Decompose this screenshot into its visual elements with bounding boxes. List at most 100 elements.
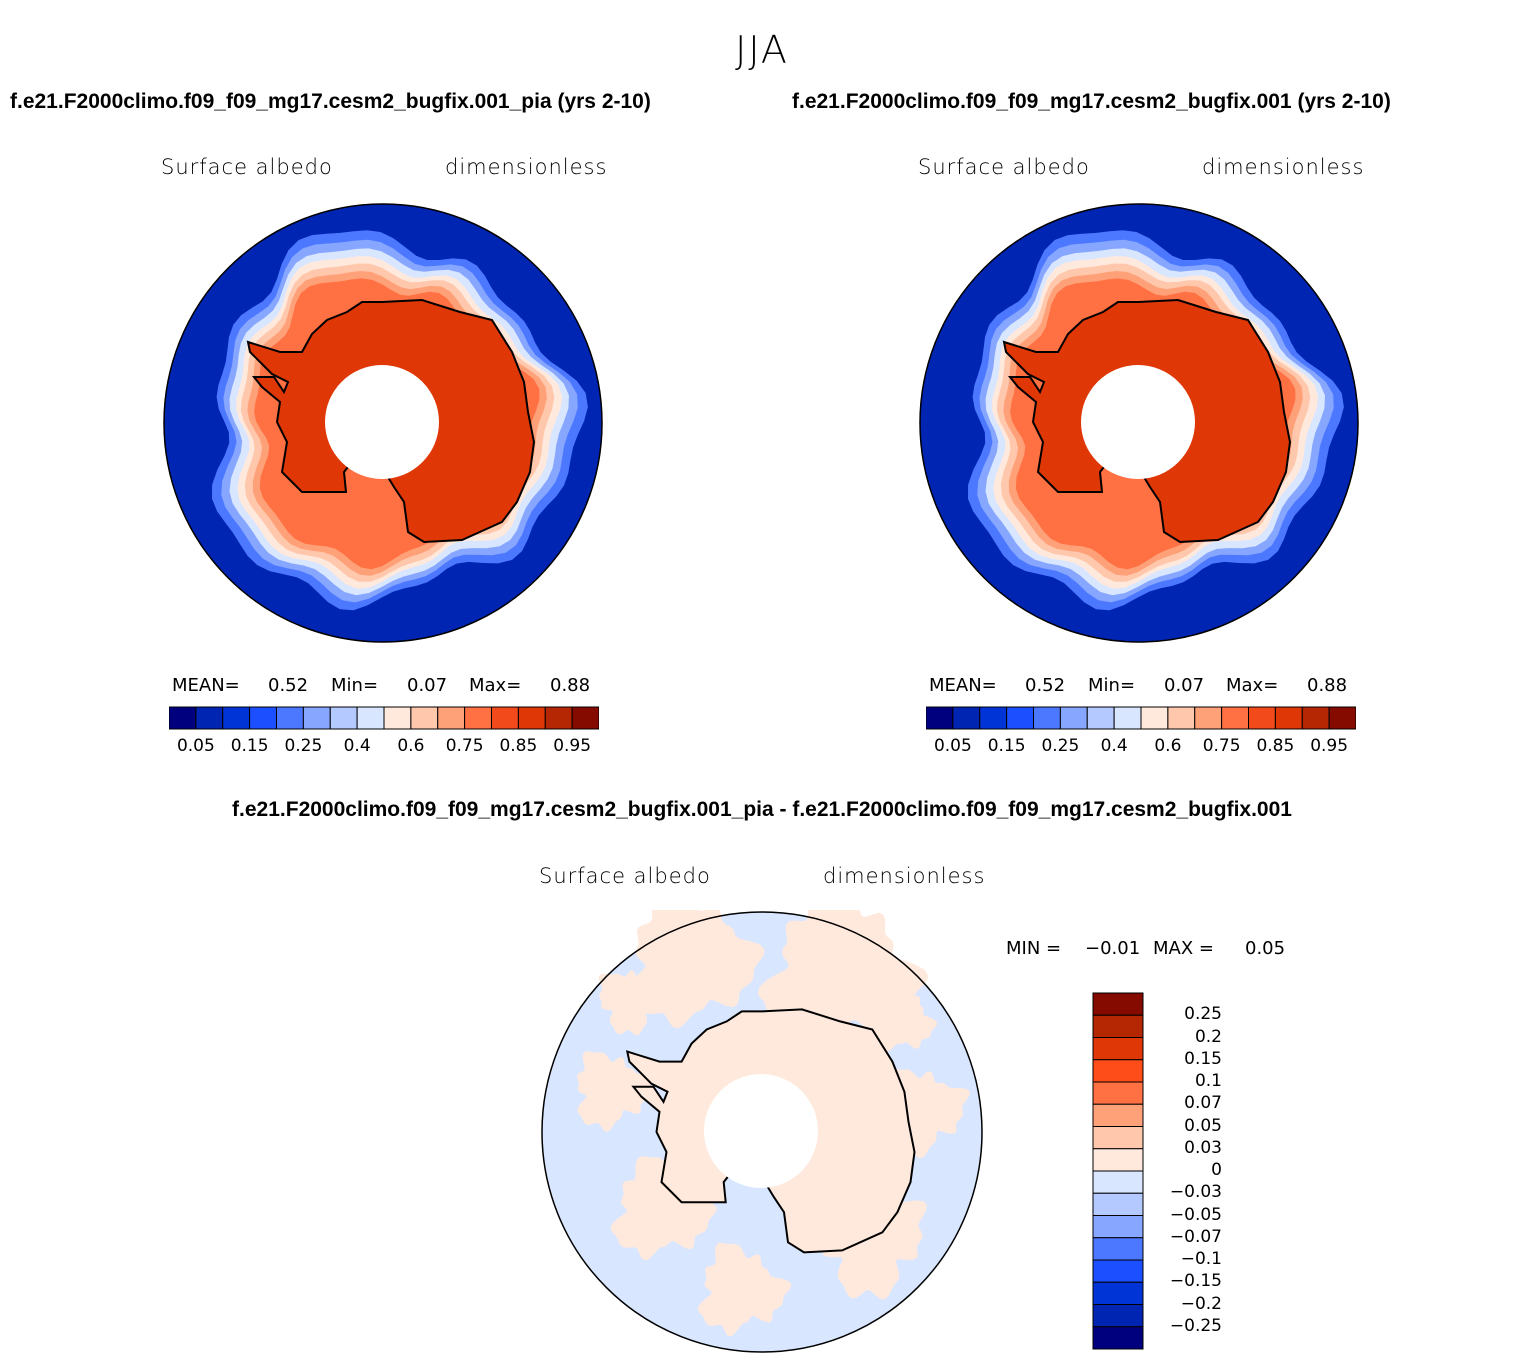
colorbar-tick-label: 0.15 [1184,1048,1222,1069]
colorbar-tick-label: 0.4 [343,736,371,756]
colorbar-segment [1092,1037,1144,1061]
colorbar-tick-label: 0.4 [1100,736,1128,756]
colorbar-difference [1092,992,1144,1350]
colorbar-tick-label: 0.25 [1184,1004,1222,1025]
colorbar-segment [302,706,331,730]
colorbar-segment [1092,992,1144,1016]
colorbar-segment [276,706,304,730]
pole-hole [1081,365,1195,479]
colorbar-segment [1092,1014,1144,1038]
colorbar-segment [1092,1170,1144,1194]
colorbar-segment [1092,1148,1144,1172]
colorbar-segment [1092,1192,1144,1216]
pole-hole [325,365,439,479]
colorbar-segment [222,706,251,730]
positive-difference-patch [864,983,937,1052]
colorbar-segment [1086,706,1115,730]
panel2-variable-label: Surface albedo [918,155,1090,179]
colorbar-segment [169,706,197,730]
colorbar-segment [329,706,358,730]
colorbar-tick-label: 0.25 [1041,736,1080,756]
colorbar-segment [544,706,573,730]
colorbar-segment [517,706,546,730]
panel2-min-label: Min= [1088,675,1136,696]
colorbar-difference-ticks: 0.25 0.2 0.15 0.1 0.07 0.05 0.03 0 −0.03 −0.05 −0.… [1148,992,1228,1350]
colorbar-segment [1059,706,1088,730]
colorbar-segment [464,706,492,730]
colorbar-tick-label: 0.15 [987,736,1026,756]
panel3-variable-label: Surface albedo [539,864,711,888]
colorbar-segment [571,706,599,730]
positive-difference-patch [598,970,664,1036]
map-control [919,203,1359,643]
panel2-mean-label: MEAN= [929,675,997,696]
map-pia [163,203,603,643]
colorbar-segment [926,706,954,730]
colorbar-pia-ticks: 0.05 0.15 0.25 0.4 0.6 0.75 0.85 0.95 [169,736,599,758]
panel3-min-value: −0.01 [1085,938,1141,959]
colorbar-tick-label: −0.2 [1180,1293,1222,1314]
panel2-mean-value: 0.52 [1025,675,1066,696]
colorbar-segment [1140,706,1169,730]
colorbar-tick-label: −0.07 [1169,1226,1222,1247]
colorbar-tick-label: 0.95 [553,736,592,756]
colorbar-tick-label: 0.1 [1194,1071,1222,1091]
case-title-control: f.e21.F2000climo.f09_f09_mg17.cesm2_bugf… [792,90,1391,113]
map-border [541,911,983,1353]
colorbar-tick-label: 0.85 [499,736,538,756]
colorbar-tick-label: −0.03 [1169,1182,1222,1203]
colorbar-tick-label: −0.05 [1169,1204,1222,1225]
colorbar-segment [1092,1304,1144,1328]
colorbar-tick-label: 0.03 [1184,1137,1222,1158]
colorbar-segment [1092,1103,1144,1127]
colorbar-segment [1248,706,1276,730]
colorbar-segment [1092,1126,1144,1150]
colorbar-segment [437,706,466,730]
colorbar-segment [1092,1215,1144,1239]
map-border [919,203,1359,643]
panel1-mean-label: MEAN= [172,675,240,696]
polar-map-difference [541,910,983,1353]
colorbar-segment [1113,706,1142,730]
colorbar-tick-label: 0.95 [1310,736,1349,756]
colorbar-segment [952,706,981,730]
map-border [163,203,603,643]
colorbar-tick-label: −0.1 [1180,1249,1222,1269]
colorbar-segment [1328,706,1356,730]
panel2-max-value: 0.88 [1307,675,1348,696]
coastline [625,1008,916,1254]
case-title-difference: f.e21.F2000climo.f09_f09_mg17.cesm2_bugf… [232,798,1292,821]
colorbar-tick-label: 0.05 [933,736,972,756]
coastline [1002,298,1292,544]
colorbar-segment [1006,706,1034,730]
positive-difference-patch [629,910,765,1029]
colorbar-tick-label: 0.85 [1256,736,1295,756]
colorbar-segment [356,706,385,730]
coastline [246,298,536,544]
colorbar-segment [1092,1281,1144,1305]
polar-map-control [919,203,1359,643]
colorbar-pia [169,706,599,730]
panel1-max-value: 0.88 [550,675,591,696]
colorbar-tick-label: −0.15 [1169,1271,1222,1292]
colorbar-segment [1167,706,1196,730]
colorbar-tick-label: 0.25 [284,736,323,756]
colorbar-tick-label: −0.25 [1169,1315,1222,1336]
colorbar-segment [383,706,412,730]
map-difference [541,910,983,1353]
colorbar-segment [1033,706,1061,730]
panel1-mean-value: 0.52 [268,675,309,696]
positive-difference-patch [577,1051,655,1132]
colorbar-segment [1092,1081,1144,1105]
positive-difference-patch [610,1156,717,1261]
colorbar-tick-label: 0.6 [1154,736,1182,756]
colorbar-segment [1274,706,1303,730]
colorbar-tick-label: 0.6 [397,736,425,756]
colorbar-tick-label: 0.2 [1194,1026,1222,1047]
colorbar-segment [979,706,1008,730]
polar-map-pia [163,203,603,643]
colorbar-segment [1092,1059,1144,1083]
colorbar-control [926,706,1356,730]
panel1-units-label: dimensionless [445,155,608,179]
colorbar-segment [1092,1259,1144,1283]
